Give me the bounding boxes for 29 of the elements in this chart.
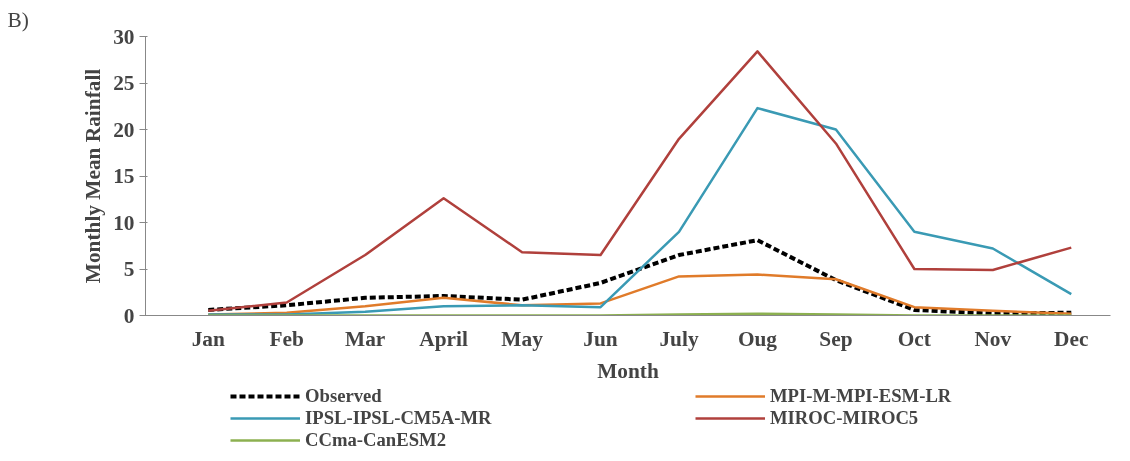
x-tick-label: Oct — [897, 326, 932, 351]
x-tick-label: Dec — [1054, 326, 1089, 351]
legend-label: Observed — [305, 385, 383, 407]
y-tick-label: 25 — [113, 71, 135, 95]
legend-label: MIROC-MIROC5 — [770, 407, 920, 429]
x-tick-label: Feb — [269, 326, 304, 351]
x-tick-label: July — [659, 326, 699, 351]
x-tick-label: Oug — [737, 326, 778, 351]
x-tick-label: April — [419, 326, 468, 351]
y-tick-label: 20 — [113, 117, 135, 142]
x-tick-label: Jun — [583, 326, 618, 351]
x-tick-label: Nov — [974, 326, 1012, 351]
line-series — [206, 238, 1074, 316]
y-tick-label: 0 — [123, 303, 135, 328]
y-tick-label: 5 — [123, 257, 135, 281]
x-tick-label: Mar — [345, 326, 386, 351]
y-tick-label: 10 — [113, 210, 135, 235]
line-series — [207, 50, 1073, 313]
y-tick-label: 30 — [113, 24, 135, 49]
y-tick-label: 15 — [113, 164, 135, 188]
y-axis-title: Monthly Mean Rainfall — [81, 68, 106, 284]
legend-label: CCma-CanESM2 — [305, 429, 447, 451]
legend-label: MPI-M-MPI-ESM-LR — [770, 385, 953, 407]
x-tick-label: Sep — [819, 326, 853, 351]
text: B) — [7, 7, 29, 32]
x-tick-label: May — [501, 326, 544, 351]
x-tick-label: Jan — [191, 326, 225, 351]
x-axis-title: Month — [597, 358, 659, 383]
legend-label: IPSL-IPSL-CM5A-MR — [305, 407, 493, 429]
